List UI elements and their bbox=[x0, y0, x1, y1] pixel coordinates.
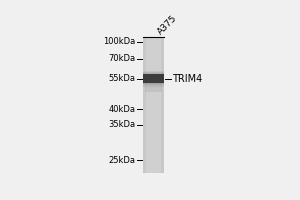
Bar bbox=[143, 74, 164, 83]
Bar bbox=[143, 73, 164, 84]
Bar bbox=[143, 72, 164, 85]
Bar bbox=[146, 37, 161, 173]
Text: TRIM4: TRIM4 bbox=[172, 74, 203, 84]
Text: 35kDa: 35kDa bbox=[108, 120, 135, 129]
Bar bbox=[146, 83, 162, 92]
Bar bbox=[143, 37, 164, 173]
Text: 55kDa: 55kDa bbox=[108, 74, 135, 83]
Text: 25kDa: 25kDa bbox=[108, 156, 135, 165]
Text: A375: A375 bbox=[156, 13, 179, 36]
Text: 40kDa: 40kDa bbox=[108, 105, 135, 114]
Bar bbox=[143, 71, 164, 87]
Text: 70kDa: 70kDa bbox=[108, 54, 135, 63]
Text: 100kDa: 100kDa bbox=[103, 37, 135, 46]
